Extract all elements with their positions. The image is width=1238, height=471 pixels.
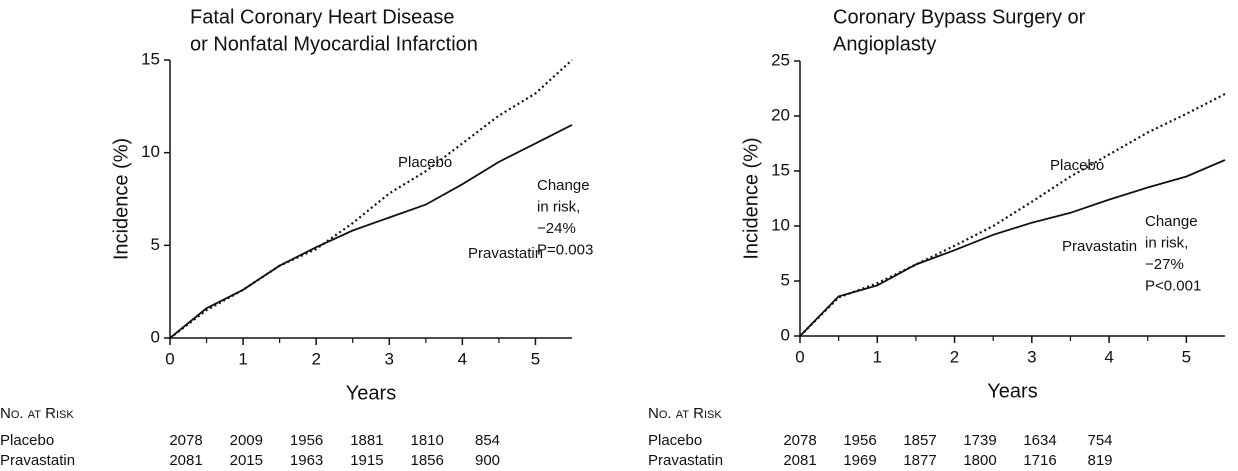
risk-value: 900 — [475, 452, 500, 469]
y-axis-label: Incidence (%) — [740, 137, 762, 259]
x-tick-label: 5 — [1182, 347, 1191, 366]
risk-value: 754 — [1087, 432, 1112, 449]
risk-value: 854 — [475, 432, 500, 449]
risk-value: 1856 — [411, 452, 444, 469]
risk-row-name: Pravastatin — [0, 452, 75, 469]
y-tick-label: 10 — [771, 215, 790, 234]
chart-title: Fatal Coronary Heart Disease — [190, 6, 455, 28]
annotation: in risk, — [537, 198, 580, 215]
series-line — [799, 159, 1226, 337]
risk-value: 1877 — [903, 452, 936, 469]
y-tick-label: 5 — [781, 270, 790, 289]
risk-value: 1956 — [290, 432, 323, 449]
annotation: −27% — [1145, 256, 1184, 273]
risk-value: 1963 — [290, 452, 323, 469]
risk-value: 2015 — [230, 452, 263, 469]
annotation: in risk, — [1145, 234, 1188, 251]
risk-value: 1800 — [963, 452, 996, 469]
y-axis-label: Incidence (%) — [110, 138, 132, 260]
x-tick-label: 1 — [873, 347, 882, 366]
risk-value: 1915 — [350, 452, 383, 469]
series-label: Placebo — [1050, 157, 1104, 174]
risk-row-name: Pravastatin — [648, 452, 723, 469]
y-tick-label: 5 — [151, 235, 160, 254]
risk-value: 2078 — [783, 432, 816, 449]
x-tick-label: 2 — [311, 349, 320, 368]
series-line — [169, 124, 573, 339]
risk-value: 1857 — [903, 432, 936, 449]
risk-row-name: Placebo — [0, 432, 54, 449]
risk-value: 2081 — [783, 452, 816, 469]
chart-title: or Nonfatal Myocardial Infarction — [190, 33, 478, 55]
x-tick-label: 3 — [1027, 347, 1036, 366]
x-axis-label: Years — [987, 380, 1037, 402]
y-tick-label: 0 — [151, 327, 160, 346]
x-tick-label: 3 — [385, 349, 394, 368]
x-tick-label: 2 — [950, 347, 959, 366]
risk-value: 1810 — [411, 432, 444, 449]
y-tick-label: 15 — [141, 49, 160, 68]
x-tick-label: 5 — [531, 349, 540, 368]
risk-row-name: Placebo — [648, 432, 702, 449]
x-tick-label: 0 — [795, 347, 804, 366]
annotation: P<0.001 — [1145, 277, 1201, 294]
risk-value: 1969 — [843, 452, 876, 469]
annotation: −24% — [537, 220, 576, 237]
series-label: Placebo — [398, 154, 452, 171]
annotation: P=0.003 — [537, 241, 593, 258]
risk-value: 2081 — [169, 452, 202, 469]
chart-title: Coronary Bypass Surgery or — [833, 6, 1086, 28]
risk-value: 1881 — [350, 432, 383, 449]
risk-value: 819 — [1087, 452, 1112, 469]
x-axis-label: Years — [346, 382, 396, 404]
x-tick-label: 0 — [165, 349, 174, 368]
y-tick-label: 25 — [771, 50, 790, 69]
series-label: Pravastatin — [1062, 238, 1137, 255]
x-tick-label: 4 — [1104, 347, 1113, 366]
y-tick-label: 10 — [141, 142, 160, 161]
annotation: Change — [1145, 213, 1198, 230]
chart-title: Angioplasty — [833, 33, 936, 55]
y-tick-label: 20 — [771, 105, 790, 124]
y-tick-label: 0 — [781, 325, 790, 344]
series-label: Pravastatin — [468, 245, 543, 262]
x-tick-label: 4 — [458, 349, 467, 368]
risk-value: 1739 — [963, 432, 996, 449]
risk-value: 1634 — [1023, 432, 1056, 449]
risk-table-title: No. at Risk — [648, 405, 722, 422]
x-tick-label: 1 — [238, 349, 247, 368]
annotation: Change — [537, 177, 590, 194]
risk-table-title: No. at Risk — [0, 405, 74, 422]
risk-value: 2078 — [169, 432, 202, 449]
risk-value: 2009 — [230, 432, 263, 449]
y-tick-label: 15 — [771, 160, 790, 179]
risk-value: 1956 — [843, 432, 876, 449]
risk-value: 1716 — [1023, 452, 1056, 469]
